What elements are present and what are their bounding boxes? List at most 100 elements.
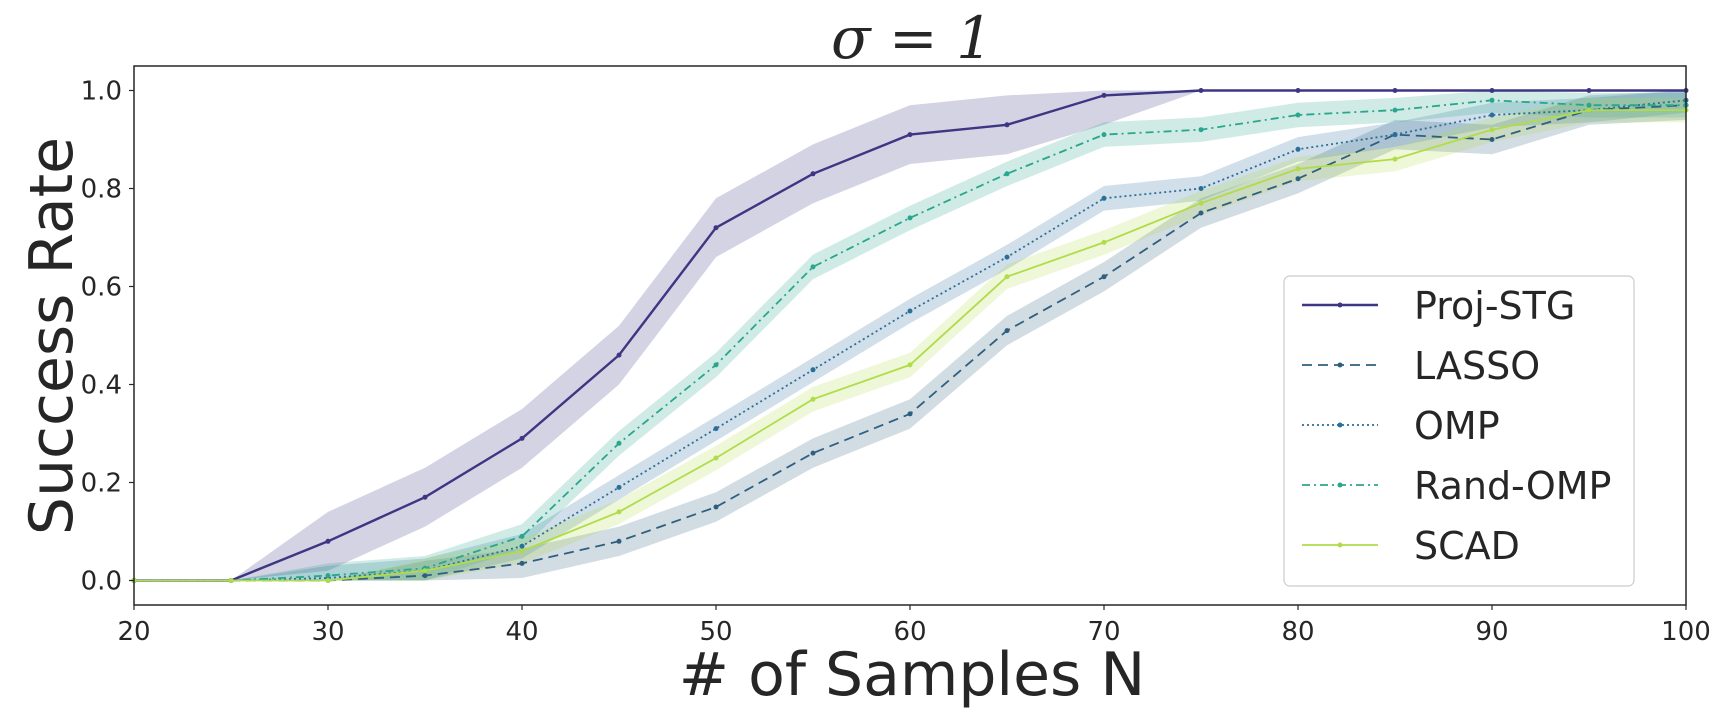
- legend-label-omp: OMP: [1414, 404, 1500, 448]
- point-scad: [1004, 274, 1010, 280]
- y-tick-label: 0.6: [81, 273, 122, 303]
- x-tick-label: 70: [1087, 617, 1120, 647]
- point-omp: [1392, 132, 1398, 138]
- point-scad: [519, 548, 525, 554]
- point-rand-omp: [1101, 132, 1107, 138]
- point-scad: [1489, 127, 1495, 133]
- point-scad: [1295, 166, 1301, 172]
- band-proj-stg: [134, 90, 1686, 581]
- point-proj-stg: [1489, 88, 1495, 93]
- point-lasso: [519, 560, 525, 566]
- point-lasso: [1198, 210, 1204, 216]
- point-omp: [810, 367, 816, 373]
- legend-marker-omp: [1337, 422, 1343, 428]
- legend-label-rand-omp: Rand-OMP: [1414, 464, 1611, 508]
- point-omp: [1198, 186, 1204, 191]
- x-tick-label: 20: [117, 617, 150, 647]
- point-omp: [519, 543, 525, 549]
- y-tick-label: 0.4: [81, 371, 122, 401]
- point-scad: [1392, 156, 1398, 162]
- x-axis: 20 30 40 50 60 70 80 90 100: [117, 605, 1711, 647]
- chart-title: σ = 1: [831, 4, 993, 72]
- point-rand-omp: [1392, 107, 1398, 113]
- point-omp: [713, 426, 719, 432]
- x-axis-title: # of Samples N: [679, 640, 1145, 710]
- point-rand-omp: [907, 215, 913, 221]
- y-tick-label: 0.8: [81, 175, 122, 205]
- y-tick-label: 1.0: [81, 77, 122, 107]
- point-rand-omp: [1198, 127, 1204, 133]
- x-tick-label: 30: [311, 617, 344, 647]
- point-proj-stg: [1586, 88, 1592, 93]
- point-lasso: [1004, 328, 1010, 334]
- point-rand-omp: [519, 533, 525, 539]
- y-tick-label: 0.0: [81, 567, 122, 597]
- point-scad: [810, 396, 816, 402]
- legend-label-lasso: LASSO: [1414, 344, 1540, 388]
- point-omp: [1101, 195, 1107, 201]
- point-scad: [1198, 200, 1204, 206]
- legend: Proj-STG LASSO OMP Rand-OMP SCAD: [1283, 275, 1635, 587]
- point-proj-stg: [616, 352, 622, 358]
- point-scad: [1586, 107, 1592, 113]
- point-lasso: [422, 573, 428, 579]
- point-omp: [1295, 146, 1301, 152]
- point-scad: [713, 455, 719, 461]
- point-omp: [616, 484, 622, 490]
- y-axis: 0.0 0.2 0.4 0.6 0.8 1.0: [81, 77, 134, 597]
- point-proj-stg: [422, 494, 428, 500]
- y-axis-title: Success Rate: [17, 137, 87, 535]
- point-proj-stg: [1295, 88, 1301, 93]
- band-lasso: [134, 90, 1686, 581]
- point-proj-stg: [325, 538, 331, 544]
- x-tick-label: 60: [893, 617, 926, 647]
- legend-label-scad: SCAD: [1414, 524, 1520, 568]
- x-tick-label: 90: [1475, 617, 1508, 647]
- point-proj-stg: [907, 132, 913, 138]
- point-lasso: [1295, 176, 1301, 182]
- point-scad: [325, 578, 331, 583]
- point-omp: [1004, 254, 1010, 260]
- line-rand-omp: [134, 99, 1686, 582]
- confidence-bands: [134, 90, 1686, 581]
- point-proj-stg: [1101, 92, 1107, 98]
- point-proj-stg: [519, 435, 525, 441]
- point-rand-omp: [1004, 171, 1010, 177]
- point-rand-omp: [713, 362, 719, 368]
- legend-marker-proj-stg: [1337, 302, 1343, 308]
- x-tick-label: 100: [1661, 617, 1711, 647]
- point-scad: [616, 509, 622, 515]
- x-tick-label: 80: [1281, 617, 1314, 647]
- point-scad: [1101, 239, 1107, 245]
- point-rand-omp: [616, 440, 622, 446]
- legend-marker-scad: [1337, 542, 1343, 548]
- point-rand-omp: [810, 264, 816, 270]
- point-proj-stg: [1198, 88, 1204, 93]
- point-proj-stg: [713, 225, 719, 231]
- point-scad: [422, 568, 428, 574]
- point-lasso: [1489, 137, 1495, 142]
- point-proj-stg: [1392, 88, 1398, 93]
- point-omp: [1489, 112, 1495, 118]
- point-proj-stg: [810, 171, 816, 177]
- point-scad: [228, 578, 234, 583]
- legend-box: [1283, 275, 1635, 587]
- y-tick-label: 0.2: [81, 469, 122, 499]
- x-tick-label: 50: [699, 617, 732, 647]
- point-lasso: [810, 450, 816, 456]
- point-rand-omp: [1586, 102, 1592, 108]
- x-tick-label: 40: [505, 617, 538, 647]
- point-proj-stg: [1004, 122, 1010, 128]
- point-rand-omp: [1295, 112, 1301, 118]
- point-lasso: [907, 411, 913, 417]
- point-lasso: [713, 504, 719, 510]
- point-rand-omp: [325, 573, 331, 579]
- legend-marker-lasso: [1337, 362, 1343, 368]
- series-lines: [131, 88, 1689, 583]
- legend-marker-rand-omp: [1337, 482, 1343, 488]
- point-omp: [907, 308, 913, 314]
- point-lasso: [616, 538, 622, 544]
- legend-label-proj-stg: Proj-STG: [1414, 284, 1575, 328]
- point-lasso: [1101, 274, 1107, 280]
